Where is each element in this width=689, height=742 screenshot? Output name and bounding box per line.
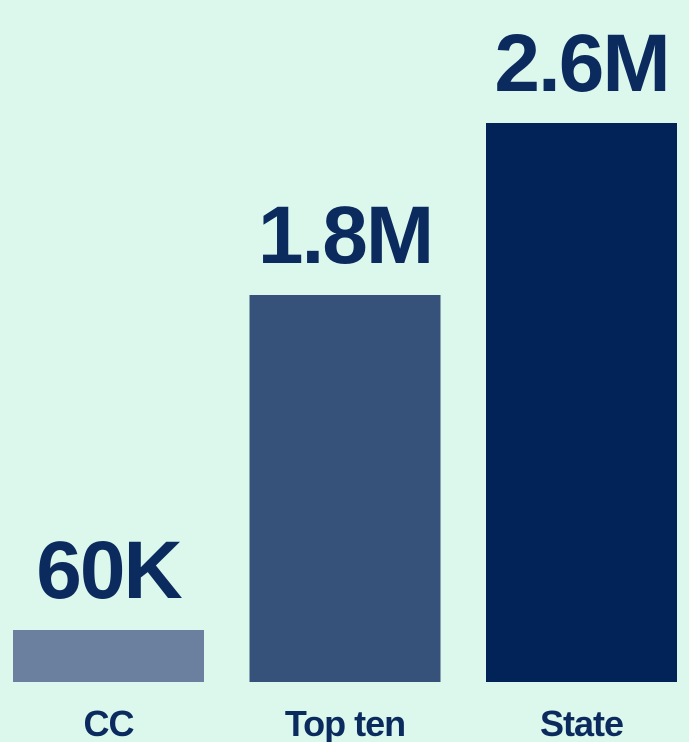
- category-labels-group: CC Top ten State: [84, 703, 625, 742]
- bar-top-ten: [249, 295, 441, 682]
- category-label-cc: CC: [84, 703, 135, 742]
- bar-state: [486, 123, 677, 682]
- value-label-state: 2.6M: [494, 18, 668, 109]
- value-label-cc: 60K: [36, 525, 182, 616]
- value-labels-group: 60K 1.8M 2.6M: [36, 18, 670, 616]
- bar-cc: [13, 630, 204, 682]
- category-label-state: State: [540, 703, 623, 742]
- bars-group: [13, 123, 677, 682]
- category-label-top-ten: Top ten: [285, 703, 405, 742]
- value-label-top-ten: 1.8M: [258, 190, 432, 281]
